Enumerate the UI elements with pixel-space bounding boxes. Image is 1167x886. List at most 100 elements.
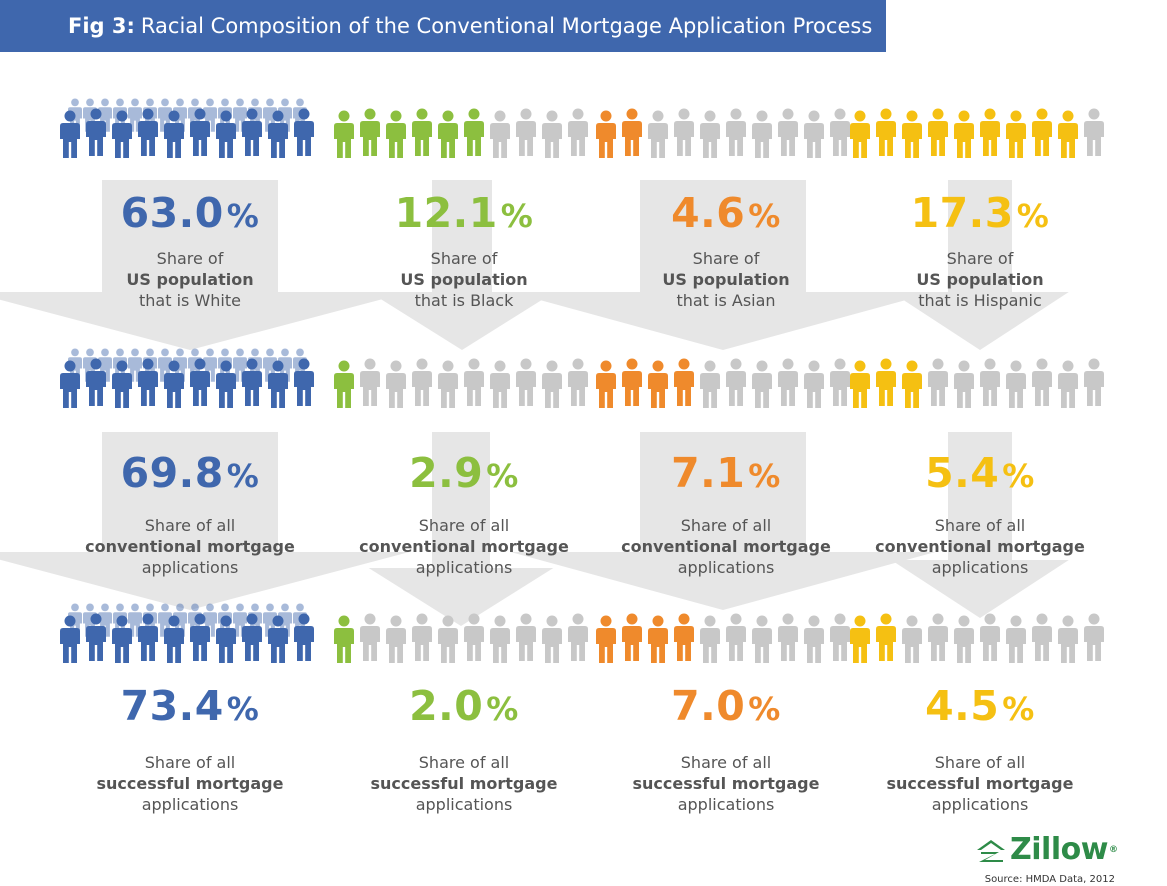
person-icon [700,615,720,663]
person-icon [164,360,184,408]
person-icon [1058,615,1078,663]
person-icon [112,110,132,158]
caption-black-3: Share of all successful mortgage applicati… [334,752,594,815]
person-icon [360,108,380,156]
person-icon [902,615,922,663]
person-icon [386,615,406,663]
value-unit: % [486,690,519,728]
person-icon [438,360,458,408]
caption-line: applications [141,795,239,814]
person-icon [928,358,948,406]
caption-hispanic-2: Share of all conventional mortgage applica… [850,515,1110,578]
person-icon [60,615,80,663]
person-icon [954,615,974,663]
zillow-house-icon [977,839,1005,862]
person-icon [674,358,694,406]
person-icon [876,108,896,156]
person-icon [138,358,158,406]
caption-line: Share of all [144,753,236,772]
flow-arrow-white-2 [0,432,410,610]
value-unit: % [226,197,260,235]
person-icon [294,358,314,406]
caption-line: applications [141,558,239,577]
person-icon [726,613,746,661]
caption-line: that is Hispanic [918,291,1042,310]
value-unit: % [1002,457,1035,495]
caption-line: conventional mortgage [621,537,831,556]
value-number: 2.0 [409,682,484,730]
person-icon [568,108,588,156]
person-icon [568,613,588,661]
person-icon [1084,108,1104,156]
person-icon [516,108,536,156]
value-unit: % [486,457,519,495]
person-icon [778,358,798,406]
person-icon [242,358,262,406]
person-icon [622,108,642,156]
caption-line: Share of all [144,516,236,535]
person-icon [112,360,132,408]
caption-line: Share of all [934,753,1026,772]
caption-line: Share of [692,249,760,268]
person-icon [726,108,746,156]
person-icon [216,615,236,663]
person-icon [850,615,870,663]
value-unit: % [1016,197,1050,235]
value-label-black-2: 2.9% [334,450,594,499]
person-icon [674,108,694,156]
value-number: 63.0 [120,189,224,237]
person-icon [726,358,746,406]
caption-line: applications [415,795,513,814]
person-icon [164,615,184,663]
person-icon [334,360,354,408]
person-icon [60,360,80,408]
person-icon [490,615,510,663]
source-note: Source: HMDA Data, 2012 [984,874,1115,885]
zillow-wordmark: Zillow [1010,832,1108,867]
caption-hispanic-1: Share of US population that is Hispanic [850,248,1110,311]
value-label-white-3: 73.4% [60,683,320,732]
value-number: 7.0 [671,682,746,730]
flow-arrow-black-1 [369,180,555,350]
person-icon [138,108,158,156]
person-icon [902,360,922,408]
person-icon [294,613,314,661]
person-icon [242,108,262,156]
person-icon [86,358,106,406]
caption-line: Share of [430,249,498,268]
value-number: 12.1 [394,189,498,237]
person-icon [700,360,720,408]
person-icon [516,613,536,661]
caption-line: applications [415,558,513,577]
person-icon [490,360,510,408]
person-icon [268,360,288,408]
caption-line: US population [400,270,528,289]
person-icon [804,110,824,158]
person-icon [242,613,262,661]
person-icon [752,110,772,158]
value-label-black-1: 12.1% [334,190,594,239]
person-icon [1006,615,1026,663]
person-icon [954,360,974,408]
person-icon [190,108,210,156]
caption-line: applications [677,795,775,814]
person-icon [1032,358,1052,406]
person-icon [648,615,668,663]
person-icon [268,615,288,663]
flow-arrow-black-2 [368,432,554,626]
person-icon [902,110,922,158]
caption-black-1: Share of US population that is Black [334,248,594,311]
person-icon [516,358,536,406]
person-icon [190,613,210,661]
caption-line: conventional mortgage [359,537,569,556]
person-icon [804,615,824,663]
person-icon [700,110,720,158]
flow-arrow-hispanic-2 [891,432,1069,618]
value-number: 69.8 [120,449,224,497]
value-label-hispanic-1: 17.3% [850,190,1110,239]
caption-line: that is Asian [676,291,776,310]
person-icon [112,615,132,663]
person-icon [876,613,896,661]
caption-line: Share of all [680,753,772,772]
